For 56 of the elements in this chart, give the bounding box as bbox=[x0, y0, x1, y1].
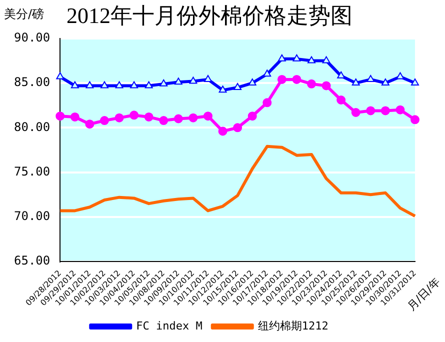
point bbox=[70, 112, 80, 122]
point bbox=[322, 56, 330, 64]
point bbox=[204, 74, 212, 82]
point bbox=[218, 86, 227, 93]
point bbox=[144, 81, 153, 88]
point bbox=[159, 116, 168, 126]
point bbox=[130, 110, 139, 120]
point bbox=[144, 112, 154, 122]
point bbox=[292, 54, 301, 62]
point bbox=[366, 106, 376, 116]
point bbox=[292, 74, 302, 84]
point bbox=[410, 115, 420, 124]
point bbox=[218, 126, 228, 136]
point bbox=[174, 78, 182, 85]
point bbox=[277, 74, 286, 84]
point bbox=[396, 105, 405, 114]
point bbox=[381, 78, 390, 86]
point bbox=[100, 116, 109, 126]
point bbox=[278, 54, 286, 62]
y-tick-label: 65.00 bbox=[14, 254, 50, 268]
point bbox=[336, 96, 346, 105]
y-tick-label: 90.00 bbox=[14, 30, 50, 45]
point bbox=[248, 112, 257, 121]
point bbox=[380, 106, 390, 116]
point bbox=[308, 56, 316, 64]
legend-label: 纽约棉期1212 bbox=[258, 319, 328, 332]
point bbox=[56, 112, 65, 121]
y-axis-title: 美分/磅 bbox=[4, 6, 44, 23]
y-tick-label: 70.00 bbox=[14, 209, 50, 224]
legend-label: FC index M bbox=[136, 319, 203, 332]
point bbox=[322, 81, 331, 90]
point bbox=[86, 81, 94, 88]
y-tick-label: 75.00 bbox=[14, 164, 50, 178]
point bbox=[114, 113, 124, 122]
y-tick-label: 80.00 bbox=[14, 120, 50, 134]
point bbox=[174, 114, 183, 124]
point bbox=[306, 79, 316, 88]
point bbox=[352, 78, 360, 86]
point bbox=[263, 70, 272, 77]
point bbox=[203, 112, 212, 121]
point bbox=[262, 98, 272, 108]
point bbox=[189, 76, 198, 84]
point bbox=[100, 81, 108, 88]
point bbox=[130, 81, 138, 88]
chart-title: 2012年十月份外棉价格走势图 bbox=[66, 2, 352, 28]
point bbox=[234, 83, 242, 90]
point bbox=[366, 74, 375, 82]
y-tick-label: 85.00 bbox=[14, 75, 50, 90]
point bbox=[115, 81, 124, 88]
point bbox=[233, 123, 242, 132]
point bbox=[70, 81, 79, 88]
point bbox=[85, 120, 94, 129]
point bbox=[188, 113, 198, 122]
point bbox=[160, 79, 168, 86]
point bbox=[351, 108, 360, 118]
point bbox=[411, 78, 419, 86]
